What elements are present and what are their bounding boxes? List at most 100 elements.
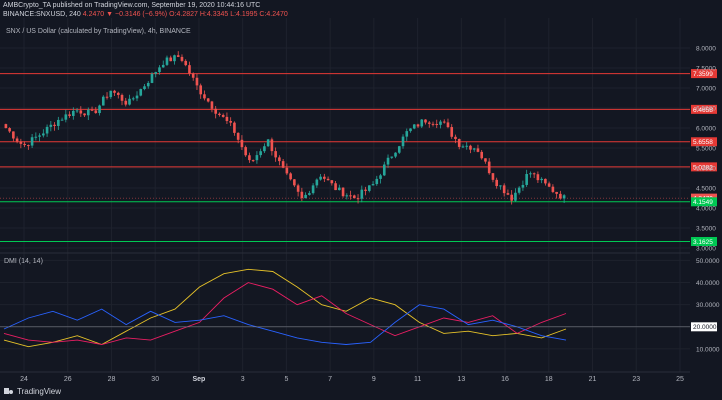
candle-body (465, 145, 469, 147)
candle-body (169, 57, 173, 62)
candle-body (236, 132, 240, 140)
candle-body (371, 184, 375, 186)
price-pane-title: SNX / US Dollar (calculated by TradingVi… (6, 28, 191, 35)
candle-body (330, 180, 334, 184)
candle-body (532, 173, 536, 175)
candle-body (221, 114, 225, 117)
time-tick-label: 25 (676, 376, 684, 383)
candle-body (143, 86, 146, 90)
candle-body (293, 179, 296, 186)
candle-body (559, 193, 562, 199)
candle-body (364, 189, 367, 191)
candle-body (30, 137, 34, 146)
time-tick-label: 24 (20, 376, 28, 383)
candle-body (270, 139, 274, 152)
candle-body (360, 189, 364, 199)
candle-body (499, 185, 502, 187)
candle-body (502, 185, 506, 194)
candle-body (206, 98, 210, 102)
candle-body (184, 60, 188, 66)
candle-body (199, 85, 203, 95)
candle-body (139, 89, 143, 96)
candle-body (480, 151, 484, 159)
candle-body (379, 175, 382, 179)
candle-body (334, 183, 337, 191)
candle-body (161, 64, 165, 68)
candle-body (240, 139, 244, 148)
candle-body (12, 131, 15, 139)
symbol-line: BINANCE:SNXUSD, 240 4.2470 ▼ −0.3146 (−6… (3, 11, 288, 18)
candle-body (416, 124, 420, 127)
candle-body (19, 141, 23, 144)
level-label: 3.1625 (693, 239, 713, 246)
dmi-lines (3, 268, 567, 348)
candle-body (341, 187, 345, 197)
tradingview-logo-icon (4, 387, 14, 396)
publish-line: AMBCrypto_TA published on TradingView.co… (3, 2, 261, 9)
candle-body (514, 192, 517, 201)
price-tick-label: 4.5000 (696, 186, 716, 193)
symbol-name[interactable]: BINANCE:SNXUSD, 240 (3, 11, 81, 18)
candle-body (214, 108, 217, 114)
candle-body (461, 146, 465, 148)
candle-body (255, 155, 259, 161)
candle-body (356, 198, 360, 200)
tradingview-brand[interactable]: TradingView (4, 387, 61, 396)
plus-di-line (3, 304, 567, 345)
level-badge (691, 104, 717, 114)
candles (4, 51, 566, 205)
candle-body (248, 155, 251, 161)
candle-body (90, 109, 94, 111)
candle-body (176, 55, 180, 57)
ohlc-values: O:4.2827 H:4.3345 L:4.1995 C:4.2470 (169, 11, 288, 18)
candle-body (386, 157, 390, 165)
price-axis: 8.0000 7.5000 7.0000 6.5000 6.0000 5.5000 5.00… (696, 46, 716, 253)
price-tick-label: 5.0000 (696, 166, 716, 173)
level-badge (691, 162, 717, 172)
candle-body (450, 127, 454, 137)
level-label: 5.0282 (693, 164, 713, 171)
candle-body (188, 65, 191, 74)
candle-body (547, 183, 551, 187)
candle-body (476, 148, 480, 152)
candle-body (203, 94, 206, 99)
dmi-tick-label: 10.0000 (696, 346, 720, 353)
adx-line (3, 268, 567, 348)
dmi-tick-label: 50.0000 (696, 258, 720, 265)
candle-body (49, 124, 53, 127)
candle-body (431, 123, 435, 125)
candle-body (390, 156, 394, 158)
candle-body (191, 73, 195, 78)
candle-body (281, 161, 285, 168)
candle-body (259, 151, 262, 156)
price-tick-label: 3.0000 (696, 246, 716, 253)
price-tick-label: 4.0000 (696, 206, 716, 213)
candle-body (105, 96, 109, 98)
candle-body (472, 148, 476, 150)
level-label: 6.4658 (693, 107, 713, 114)
time-tick-label: 7 (328, 376, 332, 383)
candle-body (83, 113, 86, 116)
price-tick-label: 3.5000 (696, 226, 716, 233)
close-change: 4.2470 ▼ −0.3146 (−6.9%) (82, 11, 168, 18)
candle-body (521, 184, 525, 188)
candle-body (484, 158, 487, 162)
candle-body (551, 186, 555, 192)
price-levels: 7.35996.46585.65585.02824.24704.15493.16… (0, 69, 717, 246)
candle-body (8, 128, 11, 132)
candle-body (420, 119, 424, 127)
time-tick-label: 26 (64, 376, 72, 383)
candle-body (195, 77, 199, 86)
level-badge (691, 197, 717, 207)
candle-body (540, 178, 543, 181)
candle-body (562, 195, 566, 199)
candle-body (397, 146, 401, 153)
candle-body (180, 56, 184, 61)
dmi-tick-label: 30.0000 (696, 302, 720, 309)
time-tick-label: 9 (372, 376, 376, 383)
candle-body (113, 90, 116, 93)
dmi-pane-title: DMI (14, 14) (4, 258, 43, 265)
candle-body (405, 131, 409, 137)
candle-body (128, 98, 131, 105)
